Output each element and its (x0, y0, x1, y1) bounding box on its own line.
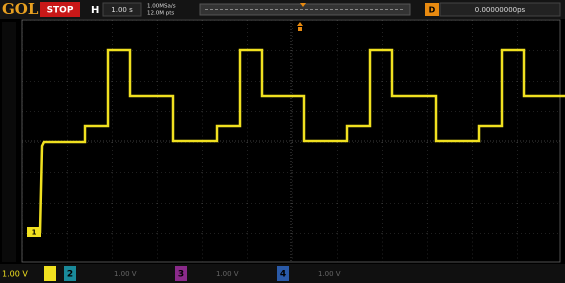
side-strip (2, 22, 16, 262)
delay: 0.00000000ps (475, 6, 526, 14)
ch2-label: 2 (67, 270, 73, 280)
sample-rate: 1.00MSa/s (147, 4, 176, 10)
timebase-label: H (91, 5, 99, 16)
channel-marker: 1 (32, 229, 37, 237)
delay-label: D (429, 6, 436, 15)
ch3-scale: 1.00 V (216, 270, 239, 278)
ch4-scale: 1.00 V (318, 270, 341, 278)
ch1-tab (44, 266, 56, 281)
ch1-scale: 1.00 V (2, 270, 28, 279)
ch4-label: 4 (280, 270, 286, 280)
brand: GOL (2, 0, 39, 18)
status: STOP (47, 6, 74, 16)
ch2-scale: 1.00 V (114, 270, 137, 278)
scope-screen: GOL STOP H 1.00 s 1.00MSa/s 12.0M pts D … (0, 0, 565, 283)
ch3-label: 3 (178, 270, 184, 280)
timebase: 1.00 s (111, 6, 133, 14)
memory-depth: 12.0M pts (147, 11, 174, 17)
